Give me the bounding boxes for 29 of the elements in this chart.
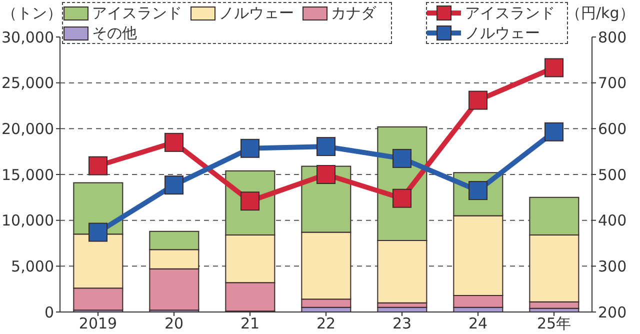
- legend-label: ノルウェー: [465, 24, 540, 42]
- y-tick-label: 15,000: [2, 166, 54, 184]
- x-tick-label: 2019: [78, 314, 118, 333]
- y2-tick-label: 600: [598, 120, 627, 138]
- y2-tick-label: 400: [598, 212, 627, 230]
- y-tick-label: 0: [44, 303, 54, 322]
- legend-label: その他: [92, 24, 137, 42]
- y-tick-label: 30,000: [2, 28, 54, 46]
- y2-tick-label: 800: [598, 28, 627, 46]
- y-axis-title: （トン）: [2, 4, 62, 23]
- x-tick-label: 23: [392, 314, 412, 333]
- y2-tick-label: 500: [598, 166, 627, 184]
- y2-tick-label: 700: [598, 74, 627, 92]
- y-tick-label: 20,000: [2, 120, 54, 138]
- y-tick-label: 10,000: [2, 212, 54, 230]
- y2-tick-label: 200: [598, 303, 627, 322]
- y2-tick-label: 300: [598, 257, 627, 276]
- y-tick-label: 5,000: [11, 257, 54, 276]
- x-tick-label: 24: [468, 314, 488, 333]
- x-tick-label: 25年: [536, 314, 572, 333]
- legend-label: アイスランド: [465, 4, 555, 22]
- x-tick-label: 22: [316, 314, 336, 333]
- legend-label: アイスランド: [92, 4, 182, 22]
- legend-label: カナダ: [331, 4, 376, 22]
- y-tick-label: 25,000: [2, 74, 54, 92]
- x-tick-label: 20: [164, 314, 184, 333]
- x-tick-label: 21: [240, 314, 260, 333]
- y2-axis-title: （円/kg）: [566, 4, 634, 23]
- legend-label: ノルウェー: [219, 4, 294, 22]
